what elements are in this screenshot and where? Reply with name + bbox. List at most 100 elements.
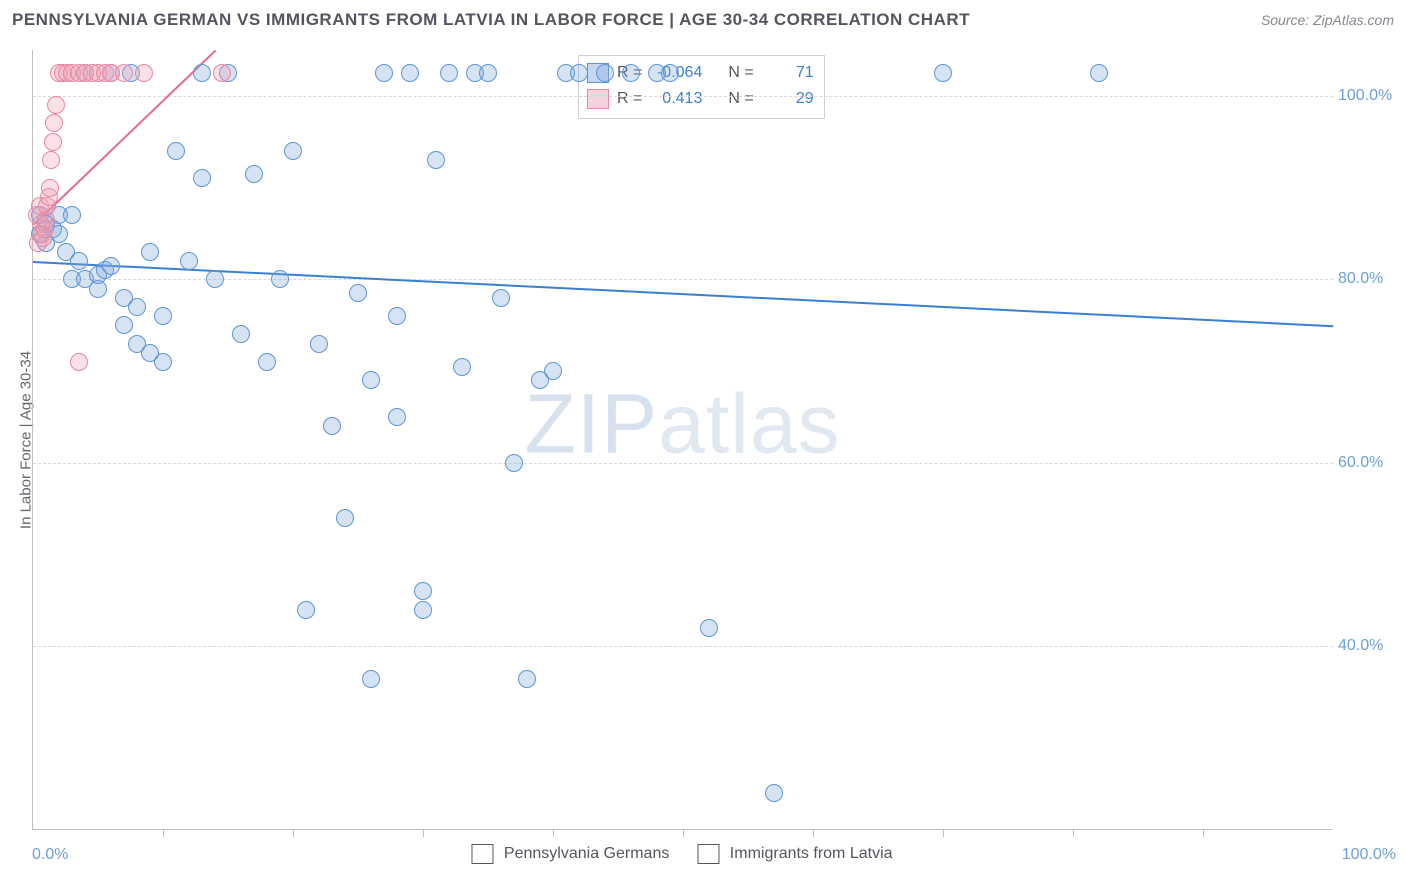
- x-axis-label-100: 100.0%: [1336, 846, 1396, 864]
- trendline-a: [33, 261, 1333, 327]
- data-point-a: [102, 257, 120, 275]
- y-tick-label: 80.0%: [1338, 270, 1398, 288]
- data-point-b: [41, 179, 59, 197]
- data-point-a: [70, 252, 88, 270]
- data-point-a: [245, 165, 263, 183]
- y-tick-label: 100.0%: [1338, 87, 1398, 105]
- data-point-a: [154, 307, 172, 325]
- data-point-a: [1090, 64, 1108, 82]
- bottom-legend-swatch-a-icon: [471, 844, 493, 864]
- legend-N-value-a: 71: [762, 64, 814, 82]
- data-point-a: [310, 335, 328, 353]
- legend-swatch-b-icon: [587, 89, 609, 109]
- x-tick: [813, 829, 814, 837]
- data-point-a: [414, 582, 432, 600]
- bottom-legend-label-b: Immigrants from Latvia: [730, 845, 893, 862]
- x-tick: [1073, 829, 1074, 837]
- data-point-b: [45, 114, 63, 132]
- data-point-a: [440, 64, 458, 82]
- x-tick: [553, 829, 554, 837]
- x-tick: [943, 829, 944, 837]
- x-tick: [683, 829, 684, 837]
- legend-N-label2: N =: [728, 90, 753, 108]
- x-axis-label-0: 0.0%: [32, 846, 68, 864]
- data-point-a: [141, 243, 159, 261]
- gridline-h: [33, 646, 1333, 647]
- bottom-legend-label-a: Pennsylvania Germans: [504, 845, 669, 862]
- data-point-a: [206, 270, 224, 288]
- data-point-a: [453, 358, 471, 376]
- data-point-a: [388, 408, 406, 426]
- data-point-a: [492, 289, 510, 307]
- x-tick: [423, 829, 424, 837]
- data-point-a: [115, 316, 133, 334]
- gridline-h: [33, 96, 1333, 97]
- legend-R-value-b: 0.413: [650, 90, 702, 108]
- data-point-a: [336, 509, 354, 527]
- data-point-a: [427, 151, 445, 169]
- data-point-a: [622, 64, 640, 82]
- data-point-a: [570, 64, 588, 82]
- data-point-a: [518, 670, 536, 688]
- source-label: Source: ZipAtlas.com: [1261, 12, 1394, 28]
- data-point-a: [765, 784, 783, 802]
- y-tick-label: 40.0%: [1338, 637, 1398, 655]
- bottom-legend-item-a: Pennsylvania Germans: [471, 844, 669, 864]
- legend-R-label2: R =: [617, 90, 642, 108]
- legend-stats-row-a: R = -0.064 N = 71: [587, 60, 814, 86]
- data-point-a: [323, 417, 341, 435]
- data-point-a: [128, 298, 146, 316]
- data-point-a: [63, 206, 81, 224]
- gridline-h: [33, 463, 1333, 464]
- data-point-a: [284, 142, 302, 160]
- watermark: ZIPatlas: [524, 375, 840, 472]
- x-tick: [163, 829, 164, 837]
- chart-title: PENNSYLVANIA GERMAN VS IMMIGRANTS FROM L…: [12, 10, 970, 29]
- data-point-a: [167, 142, 185, 160]
- data-point-b: [47, 96, 65, 114]
- data-point-a: [297, 601, 315, 619]
- data-point-a: [193, 64, 211, 82]
- data-point-b: [44, 133, 62, 151]
- data-point-a: [700, 619, 718, 637]
- data-point-a: [180, 252, 198, 270]
- data-point-a: [479, 64, 497, 82]
- data-point-a: [414, 601, 432, 619]
- watermark-bold: ZIP: [524, 376, 658, 470]
- data-point-a: [375, 64, 393, 82]
- legend-stats-row-b: R = 0.413 N = 29: [587, 86, 814, 112]
- legend-stats-box: R = -0.064 N = 71 R = 0.413 N = 29: [578, 55, 825, 119]
- bottom-legend: Pennsylvania Germans Immigrants from Lat…: [471, 844, 892, 864]
- data-point-a: [258, 353, 276, 371]
- bottom-legend-swatch-b-icon: [697, 844, 719, 864]
- data-point-b: [115, 64, 133, 82]
- data-point-b: [70, 353, 88, 371]
- data-point-a: [544, 362, 562, 380]
- x-tick: [293, 829, 294, 837]
- legend-N-value-b: 29: [762, 90, 814, 108]
- data-point-a: [934, 64, 952, 82]
- bottom-legend-item-b: Immigrants from Latvia: [697, 844, 892, 864]
- legend-N-label: N =: [728, 64, 753, 82]
- data-point-a: [349, 284, 367, 302]
- x-tick: [1203, 829, 1204, 837]
- data-point-b: [135, 64, 153, 82]
- watermark-light: atlas: [658, 376, 840, 470]
- data-point-a: [362, 371, 380, 389]
- data-point-b: [213, 64, 231, 82]
- data-point-a: [362, 670, 380, 688]
- plot-wrap: In Labor Force | Age 30-34 ZIPatlas R = …: [32, 50, 1332, 830]
- data-point-a: [154, 353, 172, 371]
- y-tick-label: 60.0%: [1338, 454, 1398, 472]
- gridline-h: [33, 279, 1333, 280]
- data-point-a: [271, 270, 289, 288]
- data-point-a: [661, 64, 679, 82]
- data-point-a: [596, 64, 614, 82]
- data-point-a: [505, 454, 523, 472]
- data-point-b: [42, 151, 60, 169]
- data-point-a: [232, 325, 250, 343]
- data-point-a: [193, 169, 211, 187]
- plot-area: ZIPatlas R = -0.064 N = 71 R = 0.413 N =…: [32, 50, 1332, 830]
- data-point-a: [388, 307, 406, 325]
- data-point-a: [401, 64, 419, 82]
